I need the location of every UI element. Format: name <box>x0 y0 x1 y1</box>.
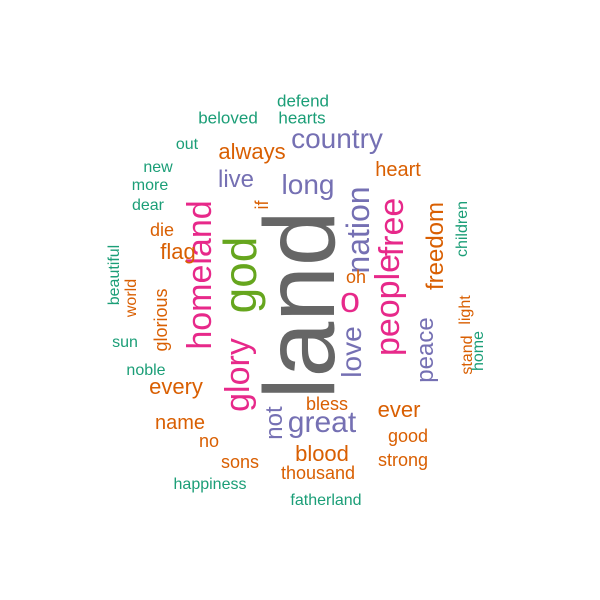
word-not: not <box>261 406 288 440</box>
word-children: children <box>454 200 471 258</box>
word-hearts: hearts <box>278 108 326 128</box>
word-good: good <box>387 426 429 446</box>
word-always: always <box>218 139 286 164</box>
word-beautiful: beautiful <box>106 244 123 306</box>
word-bless: bless <box>305 394 349 414</box>
word-freedom: freedom <box>422 201 449 291</box>
word-live: live <box>217 166 255 193</box>
word-god: god <box>214 236 266 314</box>
word-nation: nation <box>340 186 376 274</box>
word-new: new <box>143 159 173 176</box>
word-strong: strong <box>377 450 429 470</box>
word-home: home <box>470 330 487 372</box>
word-free: free <box>373 197 411 257</box>
word-no: no <box>198 431 220 451</box>
word-people: people <box>369 253 407 357</box>
word-defend: defend <box>277 91 329 111</box>
word-sun: sun <box>112 334 138 351</box>
word-ever: ever <box>377 397 421 422</box>
word-oh: oh <box>345 267 367 287</box>
word-great: great <box>287 406 357 439</box>
word-heart: heart <box>375 159 421 181</box>
word-every: every <box>149 374 203 399</box>
word-blood: blood <box>295 441 349 466</box>
word-peace: peace <box>412 317 439 383</box>
word-long: long <box>281 169 335 200</box>
word-love: love <box>336 326 367 378</box>
word-out: out <box>175 136 199 153</box>
word-happiness: happiness <box>173 476 247 493</box>
word-if: if <box>252 200 272 210</box>
word-thousand: thousand <box>280 463 356 483</box>
word-world: world <box>123 278 140 318</box>
word-o: o <box>339 279 361 320</box>
word-beloved: beloved <box>198 108 258 128</box>
word-country: country <box>291 123 383 154</box>
word-noble: noble <box>126 362 166 379</box>
word-die: die <box>149 220 175 240</box>
word-flag: flag <box>160 239 196 264</box>
word-glorious: glorious <box>151 288 171 352</box>
word-light: light <box>457 295 474 325</box>
word-more: more <box>131 177 169 194</box>
word-sons: sons <box>220 452 260 472</box>
word-homeland: homeland <box>181 200 219 350</box>
word-name: name <box>154 412 206 434</box>
word-glory: glory <box>219 338 257 412</box>
word-dear: dear <box>131 197 165 214</box>
word-fatherland: fatherland <box>290 492 362 509</box>
